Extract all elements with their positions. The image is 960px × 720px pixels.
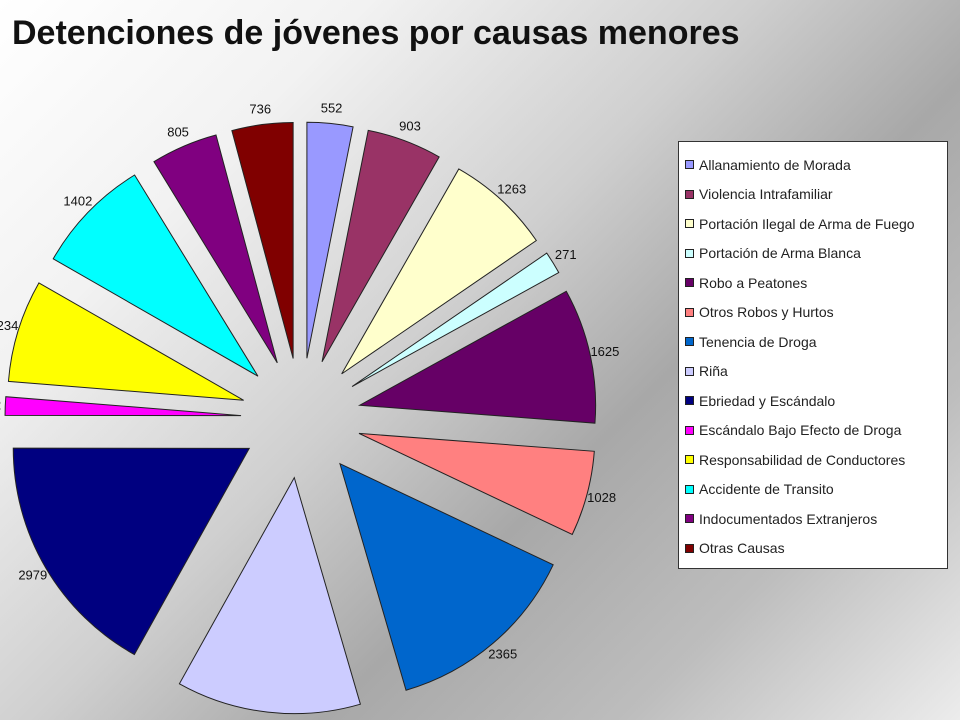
legend-item-portacion-de-arma-blanca: Portación de Arma Blanca xyxy=(685,239,947,269)
data-label-violencia-intrafamiliar: 903 xyxy=(399,119,421,134)
pie-slice-ebriedad-y-escandalo xyxy=(12,447,251,656)
legend-swatch xyxy=(685,425,694,435)
data-label-responsabilidad-de-conductores: 1234 xyxy=(0,318,18,333)
legend-swatch xyxy=(685,484,694,494)
legend-item-robo-a-peatones: Robo a Peatones xyxy=(685,268,947,298)
legend-swatch xyxy=(685,543,694,553)
legend-label: Robo a Peatones xyxy=(699,274,808,291)
legend-item-rina: Riña xyxy=(685,357,947,387)
legend-item-allanamiento-de-morada: Allanamiento de Morada xyxy=(685,150,947,180)
legend-label: Portación Ilegal de Arma de Fuego xyxy=(699,215,915,232)
legend-item-portacion-ilegal-de-arma-de-fuego: Portación Ilegal de Arma de Fuego xyxy=(685,209,947,239)
pie-data-labels: 5529031263271162510282365222029792221234… xyxy=(0,101,619,720)
legend-swatch xyxy=(685,248,694,258)
legend-label: Portación de Arma Blanca xyxy=(699,245,861,262)
legend-list: Allanamiento de Morada Violencia Intrafam… xyxy=(679,142,947,563)
data-label-portacion-ilegal-de-arma-de-fuego: 1263 xyxy=(497,181,526,196)
pie-slice-accidente-de-transito xyxy=(52,174,259,377)
legend-label: Riña xyxy=(699,363,728,380)
chart-legend: Allanamiento de Morada Violencia Intrafam… xyxy=(678,141,948,569)
legend-swatch xyxy=(685,514,694,524)
legend-label: Indocumentados Extranjeros xyxy=(699,510,878,527)
legend-label: Responsabilidad de Conductores xyxy=(699,451,906,468)
legend-label: Allanamiento de Morada xyxy=(699,156,851,173)
legend-label: Violencia Intrafamiliar xyxy=(699,186,833,203)
pie-slice-otras-causas xyxy=(231,122,294,359)
pie-slice-allanamiento-de-morada xyxy=(306,121,354,359)
legend-label: Otros Robos y Hurtos xyxy=(699,304,834,321)
pie-slice-responsabilidad-de-conductores xyxy=(7,282,244,401)
legend-item-escandalo-bajo-efecto-de-droga: Escándalo Bajo Efecto de Droga xyxy=(685,416,947,446)
legend-item-accidente-de-transito: Accidente de Transito xyxy=(685,475,947,505)
legend-item-tenencia-de-droga: Tenencia de Droga xyxy=(685,327,947,357)
pie-slice-robo-a-peatones xyxy=(357,290,597,424)
data-label-otros-robos-y-hurtos: 1028 xyxy=(587,490,616,505)
legend-item-indocumentados-extranjeros: Indocumentados Extranjeros xyxy=(685,504,947,534)
legend-label: Otras Causas xyxy=(699,540,785,557)
data-label-otras-causas: 736 xyxy=(249,102,271,117)
legend-swatch xyxy=(685,219,694,229)
legend-label: Ebriedad y Escándalo xyxy=(699,392,836,409)
legend-item-responsabilidad-de-conductores: Responsabilidad de Conductores xyxy=(685,445,947,475)
legend-label: Accidente de Transito xyxy=(699,481,834,498)
legend-swatch xyxy=(685,307,694,317)
legend-swatch xyxy=(685,396,694,406)
legend-swatch xyxy=(685,455,694,465)
pie-slice-otros-robos-y-hurtos xyxy=(358,432,595,536)
legend-swatch xyxy=(685,278,694,288)
data-label-ebriedad-y-escandalo: 2979 xyxy=(18,567,47,582)
legend-swatch xyxy=(685,189,694,199)
legend-item-violencia-intrafamiliar: Violencia Intrafamiliar xyxy=(685,180,947,210)
pie-slice-rina xyxy=(178,476,362,715)
chart-title: Detenciones de jóvenes por causas menore… xyxy=(12,14,740,52)
legend-swatch xyxy=(685,160,694,170)
data-label-accidente-de-transito: 1402 xyxy=(63,193,92,208)
legend-item-otros-robos-y-hurtos: Otros Robos y Hurtos xyxy=(685,298,947,328)
data-label-robo-a-peatones: 1625 xyxy=(590,344,619,359)
data-label-portacion-de-arma-blanca: 271 xyxy=(555,247,577,262)
legend-label: Escándalo Bajo Efecto de Droga xyxy=(699,422,902,439)
data-label-escandalo-bajo-efecto-de-droga: 222 xyxy=(0,397,1,412)
legend-item-ebriedad-y-escandalo: Ebriedad y Escándalo xyxy=(685,386,947,416)
pie-slice-escandalo-bajo-efecto-de-droga xyxy=(4,396,242,417)
legend-swatch xyxy=(685,337,694,347)
legend-item-otras-causas: Otras Causas xyxy=(685,534,947,564)
legend-label: Tenencia de Droga xyxy=(699,333,817,350)
legend-swatch xyxy=(685,366,694,376)
data-label-allanamiento-de-morada: 552 xyxy=(321,101,343,116)
pie-slices xyxy=(4,121,597,715)
pie-slice-violencia-intrafamiliar xyxy=(321,129,440,363)
pie-slice-tenencia-de-droga xyxy=(339,462,554,691)
data-label-indocumentados-extranjeros: 805 xyxy=(167,124,189,139)
data-label-tenencia-de-droga: 2365 xyxy=(488,647,517,662)
pie-slice-portacion-de-arma-blanca xyxy=(351,252,560,387)
pie-slice-indocumentados-extranjeros xyxy=(153,134,278,364)
pie-slice-portacion-ilegal-de-arma-de-fuego xyxy=(341,168,538,375)
